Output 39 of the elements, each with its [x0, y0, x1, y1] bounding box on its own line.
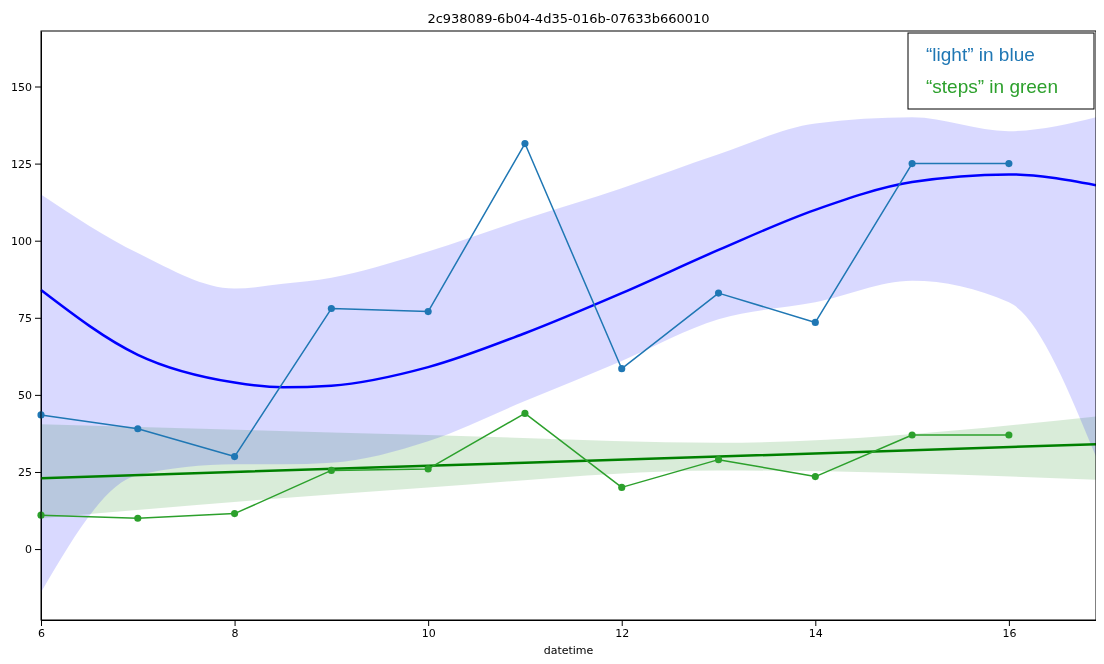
y-tick-label: 75 [18, 311, 32, 325]
point [618, 365, 626, 373]
y-tick-label: 150 [11, 80, 32, 94]
point [714, 456, 723, 464]
chart-title: 2c938089-6b04-4d35-016b-07633b660010 [427, 11, 710, 26]
point [1005, 431, 1013, 439]
x-tick-label: 14 [808, 626, 823, 640]
line-series [39, 442, 1096, 480]
x-tick-label: 12 [615, 626, 630, 640]
point [134, 425, 142, 433]
point [327, 304, 335, 313]
y-tick-label: 125 [11, 157, 32, 171]
point [811, 473, 819, 481]
point [1005, 160, 1013, 168]
y-tick-label: 25 [18, 466, 32, 479]
point [521, 140, 529, 148]
x-tick-label: 6 [38, 626, 45, 640]
point [231, 510, 239, 518]
point [134, 514, 142, 522]
point [811, 318, 819, 326]
y-tick-label: 50 [18, 388, 32, 402]
y-tick-label: 0 [25, 543, 32, 557]
x-tick-label: 10 [421, 626, 436, 640]
x-tick-label: 16 [1002, 626, 1017, 640]
line-series [39, 173, 1096, 389]
point [618, 483, 626, 491]
point [424, 465, 432, 473]
point [714, 289, 723, 297]
point [908, 160, 916, 168]
x-tick-label: 8 [231, 626, 239, 640]
annotation: “light” in blue [926, 44, 1035, 65]
annotation: “steps” in green [926, 76, 1059, 97]
point [424, 308, 432, 316]
point [231, 453, 239, 461]
point [908, 431, 916, 439]
point [521, 409, 529, 417]
y-tick-label: 100 [11, 234, 32, 248]
point [327, 466, 335, 474]
x-axis-title: datetime [543, 644, 594, 657]
